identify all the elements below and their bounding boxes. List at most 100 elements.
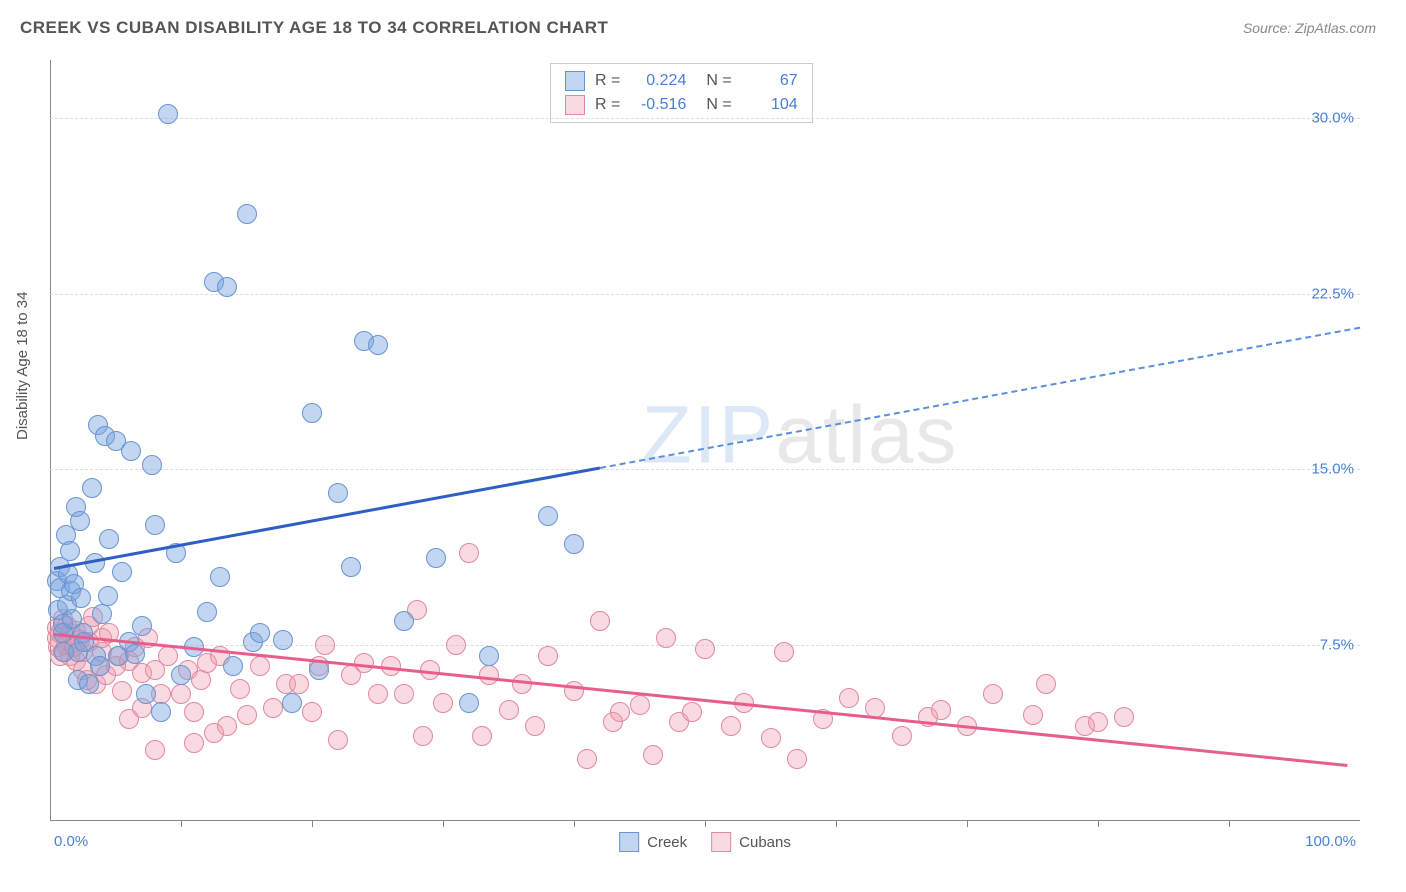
data-point-creek [79, 674, 99, 694]
data-point-creek [273, 630, 293, 650]
data-point-creek [70, 511, 90, 531]
data-point-cubans [590, 611, 610, 631]
data-point-cubans [538, 646, 558, 666]
data-point-creek [132, 616, 152, 636]
x-tick [1098, 820, 1099, 827]
data-point-cubans [217, 716, 237, 736]
data-point-cubans [761, 728, 781, 748]
x-tick [967, 820, 968, 827]
scatter-chart: ZIPatlas R = 0.224 N = 67 R = -0.516 N =… [50, 60, 1360, 821]
data-point-cubans [1036, 674, 1056, 694]
data-point-creek [197, 602, 217, 622]
chart-header: CREEK VS CUBAN DISABILITY AGE 18 TO 34 C… [0, 0, 1406, 48]
data-point-creek [71, 588, 91, 608]
data-point-cubans [446, 635, 466, 655]
y-tick-label: 15.0% [1311, 461, 1354, 478]
data-point-creek [158, 104, 178, 124]
data-point-cubans [610, 702, 630, 722]
data-point-cubans [787, 749, 807, 769]
x-tick [312, 820, 313, 827]
x-tick [443, 820, 444, 827]
gridline [50, 118, 1360, 119]
data-point-cubans [315, 635, 335, 655]
data-point-creek [125, 644, 145, 664]
data-point-cubans [643, 745, 663, 765]
data-point-cubans [479, 665, 499, 685]
data-point-creek [426, 548, 446, 568]
data-point-cubans [892, 726, 912, 746]
data-point-cubans [721, 716, 741, 736]
x-tick [1229, 820, 1230, 827]
data-point-creek [210, 567, 230, 587]
data-point-cubans [328, 730, 348, 750]
data-point-cubans [1023, 705, 1043, 725]
x-max-label: 100.0% [1305, 833, 1356, 850]
legend-row-cubans: R = -0.516 N = 104 [565, 93, 798, 117]
data-point-cubans [302, 702, 322, 722]
data-point-creek [394, 611, 414, 631]
data-point-cubans [472, 726, 492, 746]
legend-item-creek: Creek [619, 832, 687, 852]
data-point-creek [302, 403, 322, 423]
data-point-creek [82, 478, 102, 498]
data-point-creek [99, 529, 119, 549]
regression-line-creek-dash [600, 327, 1360, 469]
data-point-creek [564, 534, 584, 554]
x-min-label: 0.0% [54, 833, 88, 850]
data-point-creek [479, 646, 499, 666]
cubans-r-value: -0.516 [630, 93, 686, 117]
data-point-cubans [1114, 707, 1134, 727]
creek-n-value: 67 [742, 69, 798, 93]
data-point-cubans [158, 646, 178, 666]
y-axis-label: Disability Age 18 to 34 [14, 292, 31, 440]
y-tick-label: 22.5% [1311, 285, 1354, 302]
gridline [50, 294, 1360, 295]
data-point-creek [538, 506, 558, 526]
data-point-creek [309, 660, 329, 680]
regression-line-creek [54, 467, 601, 570]
data-point-cubans [682, 702, 702, 722]
data-point-cubans [695, 639, 715, 659]
series-legend: Creek Cubans [619, 832, 791, 852]
data-point-cubans [289, 674, 309, 694]
data-point-creek [171, 665, 191, 685]
swatch-creek [565, 71, 585, 91]
x-tick [574, 820, 575, 827]
data-point-creek [328, 483, 348, 503]
swatch-creek-icon [619, 832, 639, 852]
data-point-creek [368, 335, 388, 355]
creek-r-value: 0.224 [630, 69, 686, 93]
data-point-cubans [774, 642, 794, 662]
data-point-cubans [171, 684, 191, 704]
y-tick-label: 7.5% [1320, 636, 1354, 653]
data-point-creek [217, 277, 237, 297]
swatch-cubans [565, 95, 585, 115]
watermark: ZIPatlas [642, 388, 959, 482]
data-point-creek [237, 204, 257, 224]
data-point-creek [121, 441, 141, 461]
data-point-creek [98, 586, 118, 606]
data-point-creek [112, 562, 132, 582]
legend-row-creek: R = 0.224 N = 67 [565, 69, 798, 93]
data-point-cubans [112, 681, 132, 701]
correlation-legend: R = 0.224 N = 67 R = -0.516 N = 104 [550, 63, 813, 123]
data-point-cubans [184, 702, 204, 722]
data-point-cubans [230, 679, 250, 699]
legend-item-cubans: Cubans [711, 832, 791, 852]
data-point-cubans [237, 705, 257, 725]
data-point-creek [136, 684, 156, 704]
cubans-n-value: 104 [742, 93, 798, 117]
data-point-cubans [184, 733, 204, 753]
data-point-cubans [839, 688, 859, 708]
data-point-cubans [656, 628, 676, 648]
data-point-cubans [1088, 712, 1108, 732]
data-point-creek [142, 455, 162, 475]
data-point-creek [92, 604, 112, 624]
data-point-creek [282, 693, 302, 713]
data-point-cubans [368, 684, 388, 704]
chart-source: Source: ZipAtlas.com [1243, 20, 1376, 36]
chart-title: CREEK VS CUBAN DISABILITY AGE 18 TO 34 C… [20, 18, 608, 38]
data-point-cubans [263, 698, 283, 718]
data-point-cubans [931, 700, 951, 720]
x-tick [836, 820, 837, 827]
